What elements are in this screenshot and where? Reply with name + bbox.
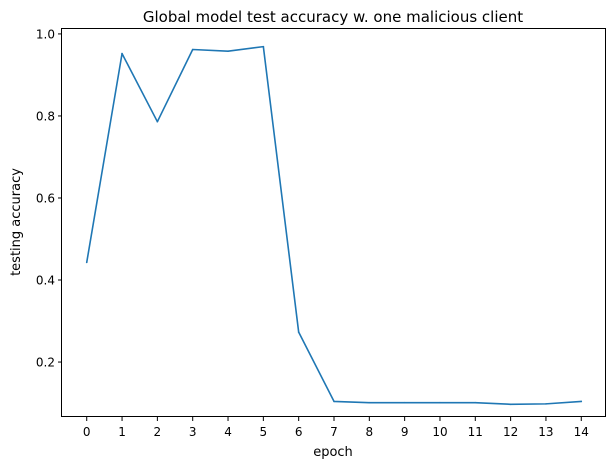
y-axis-label: testing accuracy: [9, 168, 24, 276]
x-tick-label: 13: [538, 425, 553, 439]
x-axis: 0 1 2 3 4 5 6 7 8 9 10 11 12 13 14: [83, 417, 589, 439]
data-point: [545, 403, 547, 405]
x-tick-label: 3: [189, 425, 197, 439]
x-tick-label: 4: [224, 425, 232, 439]
y-tick-label: 0.4: [36, 274, 55, 288]
y-axis: 0.2 0.4 0.6 0.8 1.0: [36, 27, 62, 370]
data-point: [121, 52, 123, 55]
x-tick-label: 14: [574, 425, 589, 439]
x-tick-label: 6: [295, 425, 303, 439]
series-line: [85, 45, 583, 406]
chart-title: Global model test accuracy w. one malici…: [143, 8, 523, 26]
data-point: [474, 401, 477, 404]
data-point: [333, 400, 335, 403]
data-point: [509, 403, 512, 406]
data-point: [262, 45, 265, 48]
data-point: [156, 120, 159, 123]
data-point: [297, 331, 300, 333]
y-tick-label: 1.0: [36, 27, 55, 41]
x-tick-label: 11: [468, 425, 483, 439]
x-tick-label: 0: [83, 425, 91, 439]
x-tick-label: 5: [260, 425, 268, 439]
y-tick-label: 0.2: [36, 356, 55, 370]
x-tick-label: 9: [401, 425, 409, 439]
data-point: [580, 400, 583, 403]
data-point: [85, 261, 88, 264]
data-point: [227, 50, 229, 52]
data-point: [368, 401, 371, 404]
x-tick-label: 7: [330, 425, 338, 439]
y-tick-label: 0.8: [36, 109, 55, 123]
x-axis-label: epoch: [313, 445, 353, 460]
x-tick-label: 2: [154, 425, 162, 439]
x-tick-label: 8: [366, 425, 374, 439]
x-tick-label: 10: [432, 425, 447, 439]
x-tick-label: 1: [118, 425, 126, 439]
x-tick-label: 12: [503, 425, 518, 439]
y-tick-label: 0.6: [36, 191, 55, 205]
data-point: [403, 401, 406, 404]
data-point: [439, 401, 441, 404]
plot-area: [85, 45, 583, 406]
data-point: [191, 48, 194, 51]
plot-frame: [61, 28, 606, 417]
